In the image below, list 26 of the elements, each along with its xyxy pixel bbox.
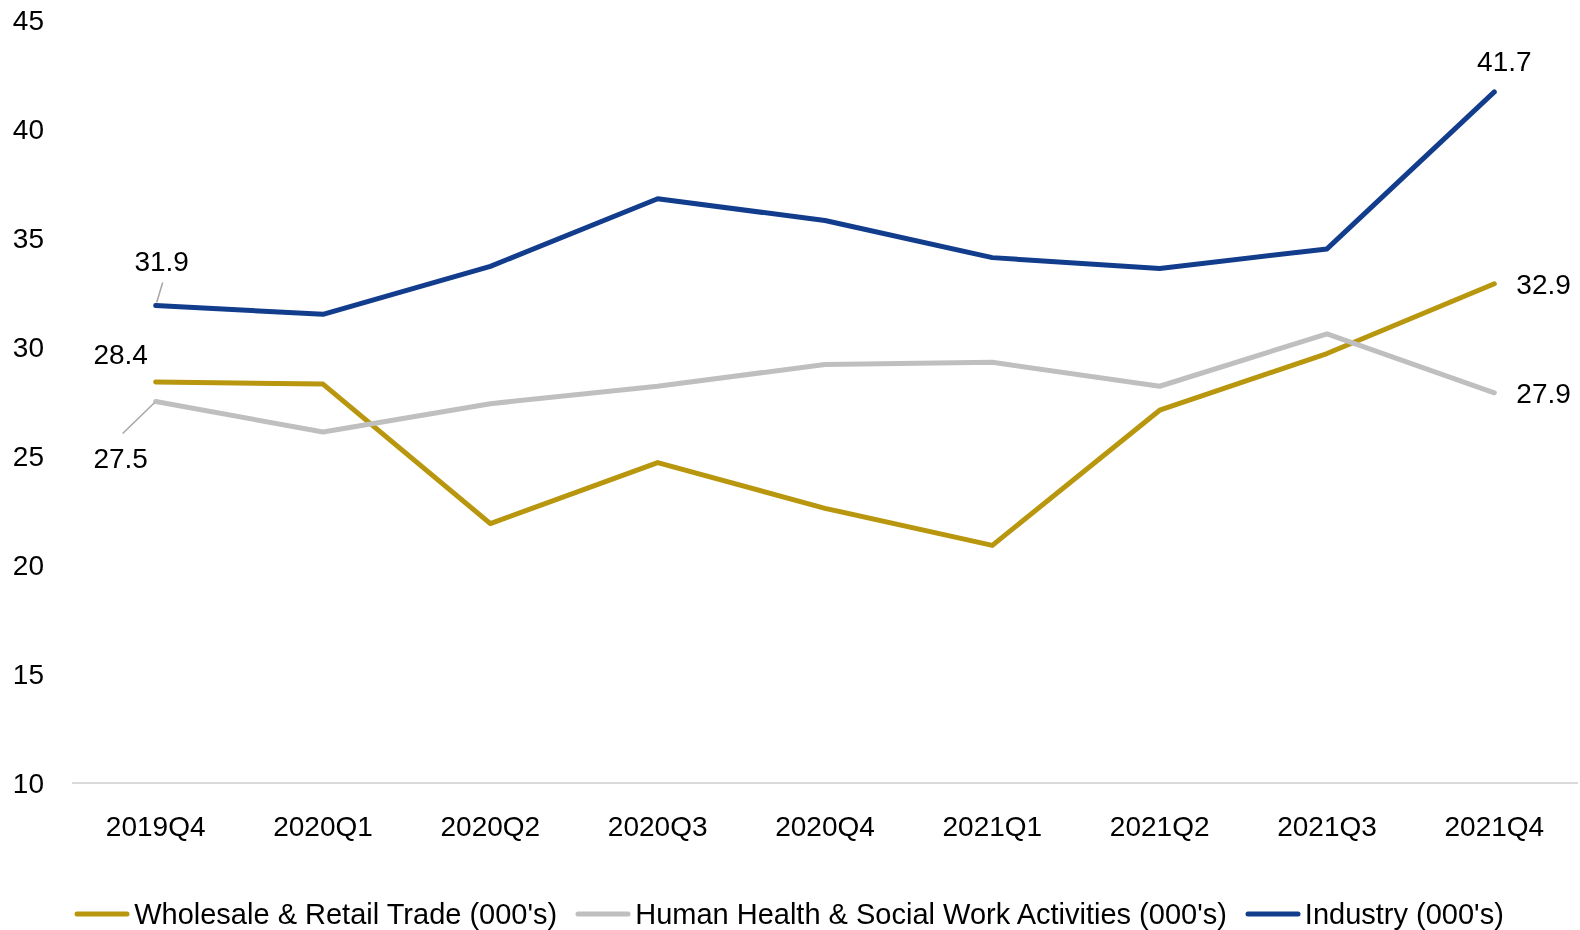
x-tick-label: 2019Q4 (105, 810, 206, 842)
x-tick-label: 2020Q3 (607, 810, 708, 842)
data-label: 27.9 (1516, 377, 1571, 409)
data-label: 28.4 (93, 338, 148, 370)
data-label: 31.9 (134, 246, 189, 278)
y-tick-label: 45 (12, 4, 44, 36)
x-tick-label: 2020Q4 (775, 810, 875, 842)
x-tick-label: 2021Q3 (1277, 810, 1377, 842)
legend-label: Wholesale & Retail Trade (000's) (134, 897, 558, 930)
y-tick-label: 10 (12, 767, 44, 799)
y-tick-label: 40 (12, 113, 44, 145)
x-tick-label: 2021Q2 (1109, 810, 1210, 842)
x-tick-label: 2021Q1 (942, 810, 1043, 842)
x-tick-label: 2020Q2 (440, 810, 541, 842)
y-tick-label: 35 (12, 222, 44, 254)
y-tick-label: 15 (12, 658, 44, 690)
legend-label: Industry (000's) (1304, 897, 1504, 930)
x-tick-label: 2021Q4 (1444, 810, 1545, 842)
data-label: 41.7 (1477, 45, 1532, 77)
data-label: 27.5 (93, 443, 148, 475)
legend-label: Human Health & Social Work Activities (000's) (635, 897, 1227, 930)
data-label: 32.9 (1516, 268, 1571, 300)
y-tick-label: 25 (12, 440, 44, 472)
x-tick-label: 2020Q1 (273, 810, 373, 842)
y-tick-label: 20 (12, 549, 44, 581)
y-tick-label: 30 (12, 331, 44, 363)
